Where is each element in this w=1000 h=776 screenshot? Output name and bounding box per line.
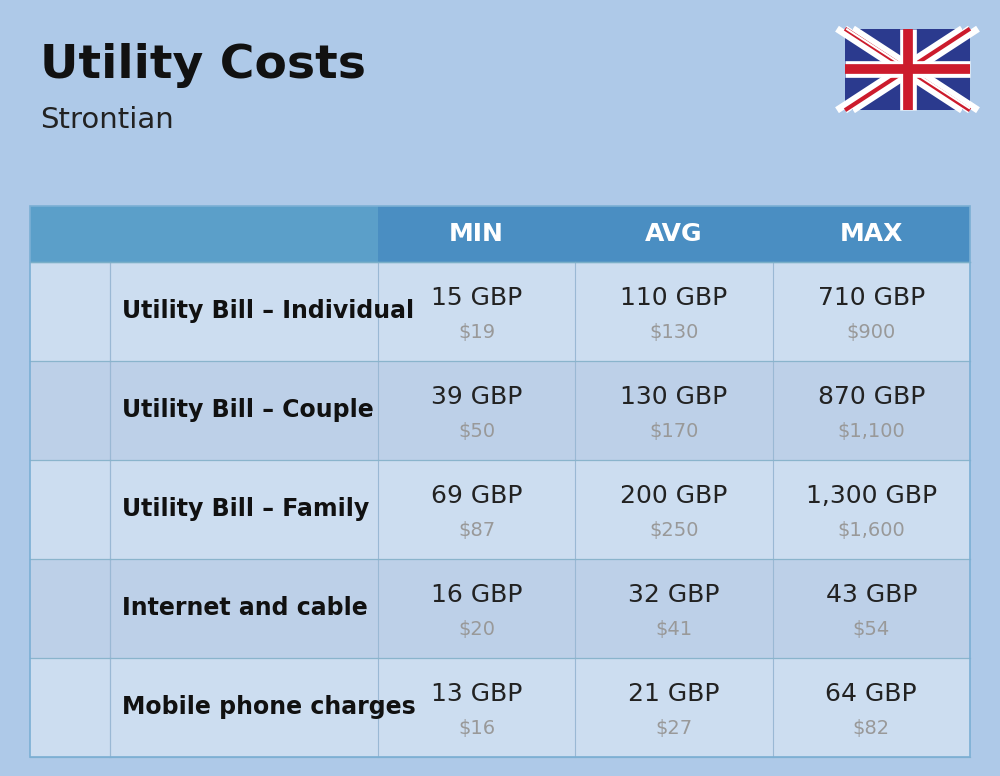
Text: 32 GBP: 32 GBP — [628, 584, 720, 607]
FancyBboxPatch shape — [845, 29, 970, 110]
Text: $27: $27 — [655, 719, 692, 739]
Text: 15 GBP: 15 GBP — [431, 286, 522, 310]
Text: $1,100: $1,100 — [837, 422, 905, 442]
Text: 870 GBP: 870 GBP — [818, 385, 925, 409]
Bar — [845, 29, 970, 110]
FancyBboxPatch shape — [30, 459, 970, 559]
Text: 16 GBP: 16 GBP — [431, 584, 522, 607]
Text: $54: $54 — [853, 620, 890, 639]
FancyBboxPatch shape — [30, 262, 970, 361]
Text: $900: $900 — [847, 324, 896, 342]
Text: $170: $170 — [649, 422, 699, 442]
FancyBboxPatch shape — [378, 206, 575, 262]
Text: 1,300 GBP: 1,300 GBP — [806, 484, 937, 508]
Text: Mobile phone charges: Mobile phone charges — [122, 695, 416, 719]
Text: Utility Bill – Couple: Utility Bill – Couple — [122, 398, 374, 422]
Text: 130 GBP: 130 GBP — [620, 385, 728, 409]
Text: $41: $41 — [655, 620, 692, 639]
Text: 110 GBP: 110 GBP — [620, 286, 728, 310]
Text: Internet and cable: Internet and cable — [122, 596, 368, 620]
Text: $1,600: $1,600 — [837, 521, 905, 540]
Text: 69 GBP: 69 GBP — [431, 484, 522, 508]
FancyBboxPatch shape — [30, 206, 110, 262]
Text: Utility Bill – Individual: Utility Bill – Individual — [122, 299, 414, 323]
FancyBboxPatch shape — [773, 206, 970, 262]
Text: 13 GBP: 13 GBP — [431, 682, 522, 706]
Text: Utility Bill – Family: Utility Bill – Family — [122, 497, 369, 521]
Text: Strontian: Strontian — [40, 106, 174, 134]
Text: $130: $130 — [649, 324, 699, 342]
Text: 43 GBP: 43 GBP — [826, 584, 917, 607]
Text: 39 GBP: 39 GBP — [431, 385, 522, 409]
Text: MIN: MIN — [449, 222, 504, 245]
FancyBboxPatch shape — [110, 206, 378, 262]
Text: $250: $250 — [649, 521, 699, 540]
Text: 710 GBP: 710 GBP — [818, 286, 925, 310]
Text: $50: $50 — [458, 422, 495, 442]
Text: $87: $87 — [458, 521, 495, 540]
FancyBboxPatch shape — [30, 657, 970, 757]
Text: MAX: MAX — [840, 222, 903, 245]
Text: $16: $16 — [458, 719, 495, 739]
FancyBboxPatch shape — [30, 361, 970, 459]
Text: 64 GBP: 64 GBP — [825, 682, 917, 706]
Text: AVG: AVG — [645, 222, 703, 245]
FancyBboxPatch shape — [575, 206, 773, 262]
FancyBboxPatch shape — [30, 559, 970, 657]
Text: $20: $20 — [458, 620, 495, 639]
Text: 21 GBP: 21 GBP — [628, 682, 720, 706]
Text: $82: $82 — [853, 719, 890, 739]
Text: $19: $19 — [458, 324, 495, 342]
Text: Utility Costs: Utility Costs — [40, 43, 366, 88]
Text: 200 GBP: 200 GBP — [620, 484, 728, 508]
